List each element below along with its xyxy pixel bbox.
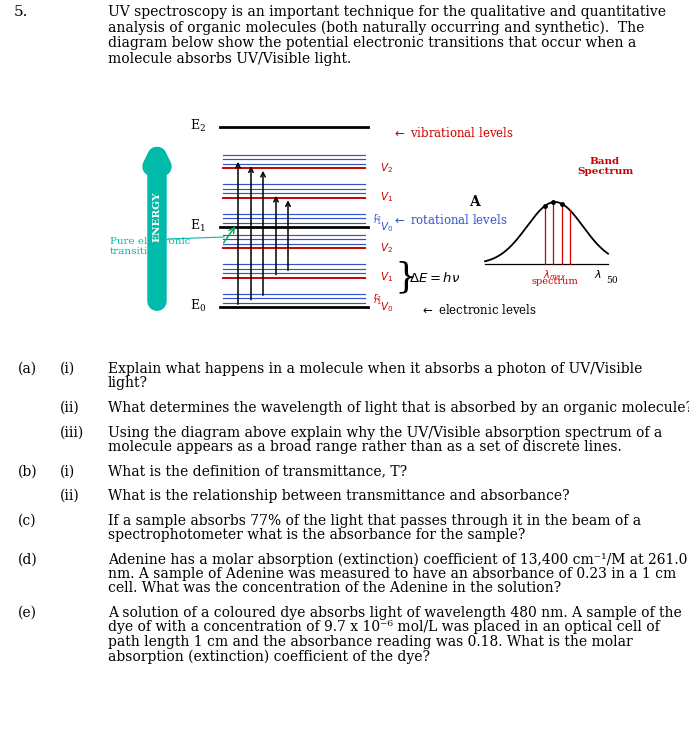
Text: (i): (i)	[60, 362, 75, 376]
Text: What is the relationship between transmittance and absorbance?: What is the relationship between transmi…	[108, 489, 570, 503]
Text: $\lambda$: $\lambda$	[594, 268, 602, 280]
Text: $\mathregular{E_2}$: $\mathregular{E_2}$	[190, 118, 206, 134]
Text: $\leftarrow$ rotational levels: $\leftarrow$ rotational levels	[392, 213, 508, 226]
Text: $r_1$: $r_1$	[373, 216, 382, 227]
Text: (i): (i)	[60, 464, 75, 479]
Text: (e): (e)	[18, 606, 37, 620]
Text: spectrum: spectrum	[532, 277, 578, 286]
Text: $r_2$: $r_2$	[373, 291, 382, 303]
Text: molecule appears as a broad range rather than as a set of discrete lines.: molecule appears as a broad range rather…	[108, 440, 621, 454]
Text: (c): (c)	[18, 513, 37, 528]
Text: $r_2$: $r_2$	[373, 211, 382, 222]
Text: 50: 50	[606, 276, 618, 285]
Text: (a): (a)	[18, 362, 37, 376]
Text: 5.: 5.	[14, 5, 28, 19]
Text: (d): (d)	[18, 553, 38, 566]
Text: Adenine has a molar absorption (extinction) coefficient of 13,400 cm⁻¹/M at 261.: Adenine has a molar absorption (extincti…	[108, 553, 688, 567]
Text: $\leftarrow$ vibrational levels: $\leftarrow$ vibrational levels	[392, 126, 514, 140]
Text: $\lambda_{max}$: $\lambda_{max}$	[544, 268, 566, 282]
Text: Explain what happens in a molecule when it absorbs a photon of UV/Visible: Explain what happens in a molecule when …	[108, 362, 642, 376]
Text: spectrophotometer what is the absorbance for the sample?: spectrophotometer what is the absorbance…	[108, 528, 526, 542]
Text: diagram below show the potential electronic transitions that occur when a: diagram below show the potential electro…	[108, 36, 636, 50]
Text: $\mathregular{E_1}$: $\mathregular{E_1}$	[190, 218, 205, 234]
Text: dye of with a concentration of 9.7 x 10⁻⁶ mol/L was placed in an optical cell of: dye of with a concentration of 9.7 x 10⁻…	[108, 621, 660, 635]
Text: $V_0$: $V_0$	[380, 220, 393, 234]
Text: Pure electronic
transition: Pure electronic transition	[110, 237, 190, 256]
Text: (iii): (iii)	[60, 425, 84, 440]
Text: $V_0$: $V_0$	[380, 300, 393, 314]
Text: UV spectroscopy is an important technique for the qualitative and quantitative: UV spectroscopy is an important techniqu…	[108, 5, 666, 19]
Text: (ii): (ii)	[60, 489, 80, 503]
Text: analysis of organic molecules (both naturally occurring and synthetic).  The: analysis of organic molecules (both natu…	[108, 20, 644, 35]
Text: $V_2$: $V_2$	[380, 161, 393, 175]
Text: Using the diagram above explain why the UV/Visible absorption spectrum of a: Using the diagram above explain why the …	[108, 425, 662, 440]
Text: absorption (extinction) coefficient of the dye?: absorption (extinction) coefficient of t…	[108, 649, 430, 664]
Text: What determines the wavelength of light that is absorbed by an organic molecule?: What determines the wavelength of light …	[108, 401, 689, 415]
Text: $\Delta E = h\nu$: $\Delta E = h\nu$	[409, 271, 460, 284]
Text: nm. A sample of Adenine was measured to have an absorbance of 0.23 in a 1 cm: nm. A sample of Adenine was measured to …	[108, 567, 676, 581]
Text: (b): (b)	[18, 464, 38, 479]
Text: ENERGY: ENERGY	[152, 192, 161, 242]
Text: $\mathregular{E_0}$: $\mathregular{E_0}$	[190, 298, 206, 314]
Text: If a sample absorbs 77% of the light that passes through it in the beam of a: If a sample absorbs 77% of the light tha…	[108, 513, 641, 528]
Text: A: A	[469, 195, 480, 209]
Text: }: }	[394, 260, 417, 295]
Text: cell. What was the concentration of the Adenine in the solution?: cell. What was the concentration of the …	[108, 581, 561, 596]
Text: $r_1$: $r_1$	[373, 296, 382, 307]
Text: $V_1$: $V_1$	[380, 191, 393, 204]
Text: Band
Spectrum: Band Spectrum	[577, 157, 633, 176]
Text: light?: light?	[108, 376, 148, 391]
Text: (ii): (ii)	[60, 401, 80, 415]
Text: path length 1 cm and the absorbance reading was 0.18. What is the molar: path length 1 cm and the absorbance read…	[108, 635, 633, 649]
Text: $V_1$: $V_1$	[380, 271, 393, 284]
Text: What is the definition of transmittance, T?: What is the definition of transmittance,…	[108, 464, 407, 479]
Text: A solution of a coloured dye absorbs light of wavelength 480 nm. A sample of the: A solution of a coloured dye absorbs lig…	[108, 606, 681, 620]
Text: $V_2$: $V_2$	[380, 241, 393, 255]
Text: $\leftarrow$ electronic levels: $\leftarrow$ electronic levels	[420, 303, 537, 317]
Text: molecule absorbs UV/Visible light.: molecule absorbs UV/Visible light.	[108, 51, 351, 66]
